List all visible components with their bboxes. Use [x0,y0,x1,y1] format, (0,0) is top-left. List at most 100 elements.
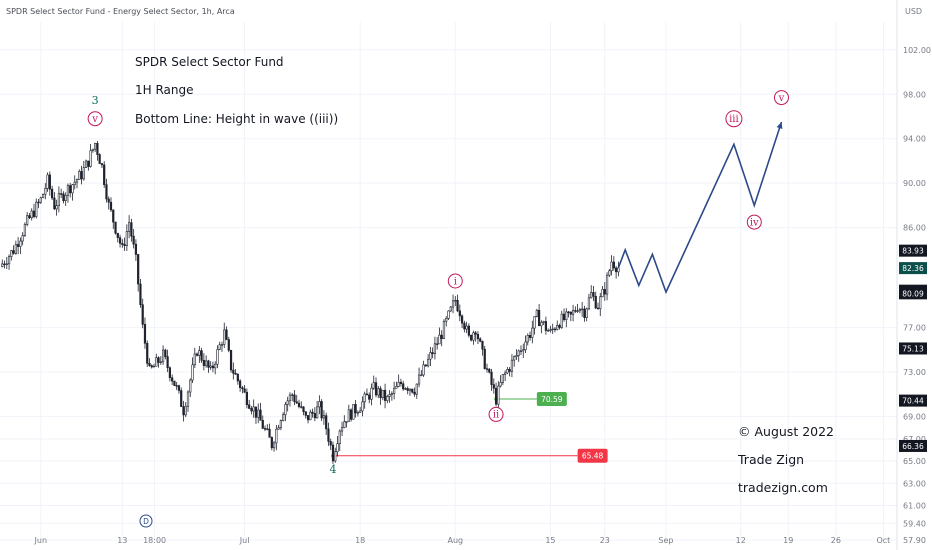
candle-body [134,243,138,255]
projection-line [617,121,783,295]
candle-body [460,315,464,324]
candle-body [180,390,183,407]
candle-body [470,334,473,341]
candle-body [331,444,335,462]
candle-body [340,427,344,432]
candle-body [605,274,609,295]
candle-body [497,385,500,405]
candle-body [345,421,348,423]
candle-body [259,409,262,421]
candle-body [94,143,97,150]
level-tag [536,391,567,406]
wave-projection [617,121,783,295]
price-tag [899,439,927,452]
candle-body [26,215,29,225]
price-tag-label: 75.13 [902,344,924,353]
candle-body [411,388,414,393]
candle-body [465,325,468,330]
candle-body [227,339,230,351]
candle-body [547,330,550,332]
candle-body [10,250,13,257]
candle-body [80,171,83,180]
candle-body [429,352,432,360]
candle-body [354,404,357,414]
candle-body [458,310,461,317]
wave-circle [488,406,504,422]
wave-label: v [91,114,98,125]
candle-body [300,406,303,408]
candle-body [334,451,337,462]
candle-body [57,193,60,206]
candle-body [266,428,269,430]
y-tick-label: 98.00 [903,90,926,99]
candle-body [556,325,559,330]
candle-body [492,384,495,389]
candle-body [420,374,423,377]
candle-body [152,365,156,368]
candle-body [19,240,22,247]
candle-body [338,430,341,444]
candle-body [248,404,251,409]
candle-body [114,221,117,234]
candle-body [417,374,421,385]
projection-arrowhead [776,122,783,129]
candle-body [261,420,264,429]
candle-body [488,368,491,373]
candle-body [182,406,185,416]
candle-body [64,195,67,201]
candle-body [189,379,192,393]
level-tag [577,448,608,463]
candle-body [433,343,437,355]
price-axis[interactable]: 102.00 98.00 94.00 90.00 86.00 77.00 73.00 69.0… [903,46,931,545]
candle-body [41,193,45,199]
candle-body [447,310,450,319]
candle-body [272,442,276,449]
candle-body [612,261,615,269]
candle-body [139,283,142,306]
candle-body [60,193,63,195]
candle-body [98,154,101,164]
candle-body [322,415,326,419]
candle-body [451,300,455,308]
candle-body [200,350,203,361]
candle-body [234,372,237,375]
wave-label: iv [750,217,759,228]
dividend-marker[interactable]: D [139,514,153,528]
candle-body [175,385,178,387]
candle-body [191,364,194,381]
candle-body [218,344,221,350]
candle-body [82,167,85,180]
candle-body [479,338,482,342]
candle-body [510,359,514,372]
chart-title: SPDR Select Sector Fund - Energy Select … [6,7,235,16]
candle-body [5,263,8,265]
candle-body [275,428,278,444]
candle-body [320,401,323,419]
candle-body [463,322,466,330]
candle-body [476,334,480,340]
candle-body [177,385,181,391]
candle-body [483,348,486,369]
candle-body [109,201,113,211]
candle-body [399,381,403,384]
candle-body [116,232,119,238]
candle-body [195,353,199,356]
y-tick-label: 67.00 [903,435,926,444]
candle-body [571,310,575,315]
candle-body [587,297,591,310]
candle-body [205,360,208,366]
candle-body [282,414,285,421]
candle-body [594,296,597,309]
candle-body [542,321,545,323]
annotation-bottom-line: Bottom Line: Height in wave ((iii)) [135,112,338,126]
website-text: tradezign.com [738,480,828,495]
candle-body [173,380,176,386]
time-axis[interactable]: Jun 13 18:00 Jul 18 Aug 15 23 Sep 12 19 26 Oct [34,536,891,545]
candle-body [171,377,174,382]
candle-body [436,343,439,345]
candle-body [325,415,328,430]
candle-body [137,254,140,285]
